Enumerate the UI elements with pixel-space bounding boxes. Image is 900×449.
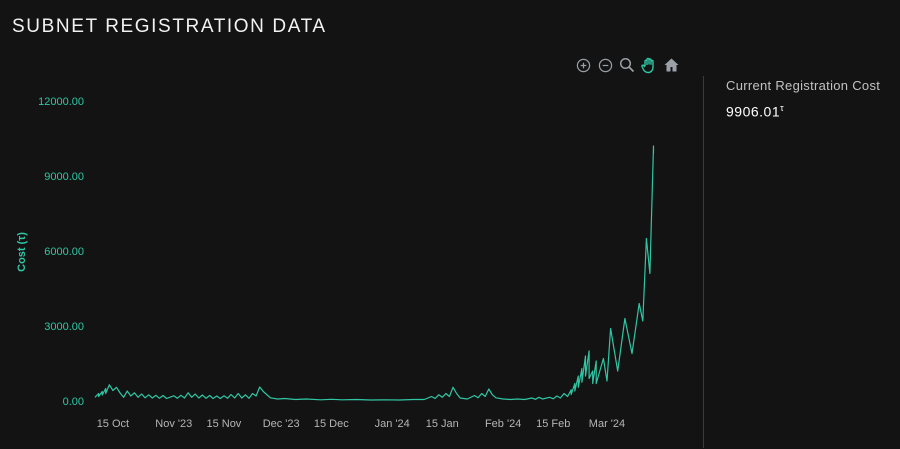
x-tick-label: Mar '24 [589,418,625,430]
x-tick-label: Nov '23 [155,418,192,430]
y-axis-label: Cost (τ) [16,232,28,272]
y-tick-label: 3000.00 [44,321,84,333]
zoom-out-icon[interactable] [596,56,614,74]
home-icon[interactable] [662,56,680,74]
current-cost-value: 9906.01τ [726,103,896,120]
x-tick-label: 15 Nov [206,418,241,430]
current-cost-panel: Current Registration Cost 9906.01τ [726,78,896,120]
x-tick-label: Dec '23 [263,418,300,430]
current-cost-number: 9906.01 [726,103,781,120]
page-title: SUBNET REGISTRATION DATA [12,16,327,37]
cost-series-line [94,145,655,401]
x-tick-label: 15 Oct [97,418,129,430]
x-tick-label: 15 Feb [536,418,570,430]
current-cost-label: Current Registration Cost [726,78,881,93]
y-tick-label: 0.00 [63,396,84,408]
y-tick-label: 6000.00 [44,246,84,258]
x-tick-label: 15 Jan [426,418,459,430]
x-tick-label: Jan '24 [375,418,410,430]
pan-hand-icon[interactable] [640,56,658,74]
x-tick-label: 15 Dec [314,418,349,430]
y-tick-label: 9000.00 [44,171,84,183]
chart-toolbar [574,55,680,75]
registration-cost-chart: 0.00 3000.00 6000.00 9000.00 12000.00 15 Oct… [16,96,655,430]
x-axis-ticks: 15 Oct Nov '23 15 Nov Dec '23 15 Dec Jan '24 1… [97,418,625,430]
x-tick-label: Feb '24 [485,418,521,430]
magnifier-icon[interactable] [618,56,636,74]
panel-divider [703,76,704,448]
tao-symbol: τ [780,103,785,113]
zoom-in-icon[interactable] [574,56,592,74]
y-axis-ticks: 0.00 3000.00 6000.00 9000.00 12000.00 [38,96,84,408]
y-tick-label: 12000.00 [38,96,84,108]
